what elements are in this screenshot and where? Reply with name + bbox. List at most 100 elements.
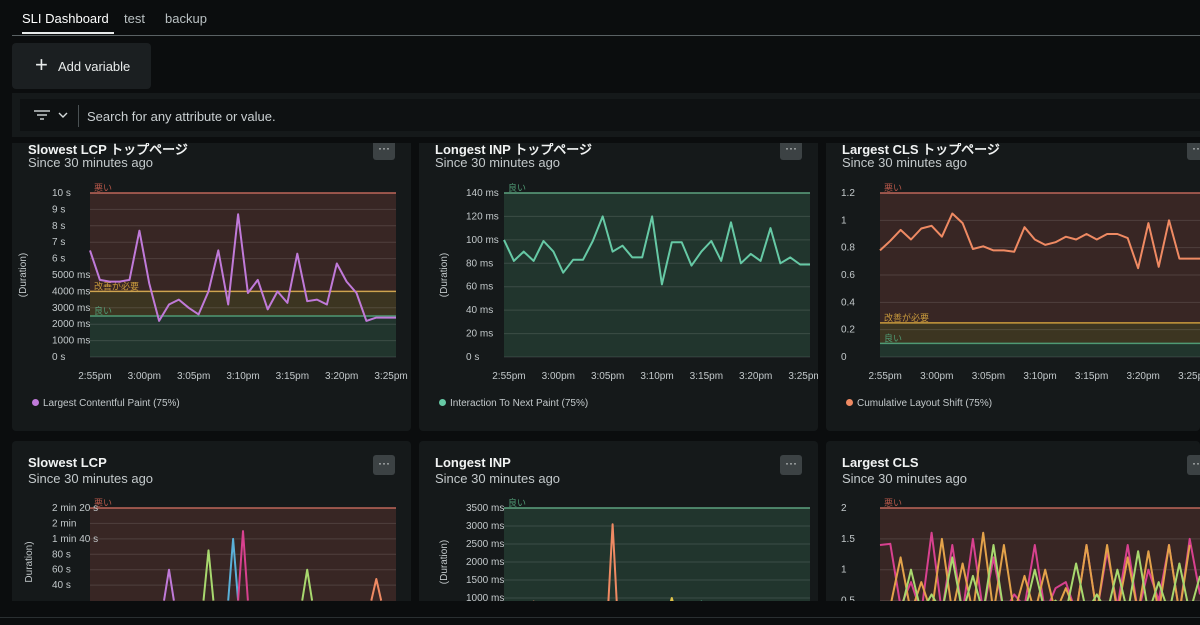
- tab-backup[interactable]: backup: [165, 11, 207, 26]
- y-tick-label: 5000 ms: [52, 270, 90, 281]
- y-axis-title: Duration): [24, 541, 35, 582]
- series-line: [503, 215, 810, 286]
- chevron-down-icon[interactable]: [56, 107, 70, 123]
- panel-title: Slowest LCP: [28, 455, 107, 470]
- chart-longest-inp-top: 良い 140 ms 120 ms 100 ms 80 ms 60 ms 40 ms 20 ms…: [439, 182, 818, 382]
- chart-legend: Interaction To Next Paint (75%): [439, 398, 588, 409]
- y-tick-label: 80 s: [52, 549, 71, 560]
- threshold-zone: [880, 322, 1200, 344]
- threshold-zone: [90, 291, 396, 316]
- threshold-zone: [504, 508, 810, 601]
- threshold-zone: [90, 508, 396, 601]
- x-tick-label: 3:15pm: [690, 371, 723, 382]
- panel-slowest-lcp: Slowest LCP Since 30 minutes ago ··· 悪い 2…: [12, 441, 411, 601]
- y-tick-label: 1000 ms: [466, 593, 504, 601]
- y-tick-label: 0 s: [52, 352, 65, 363]
- panel-subtitle: Since 30 minutes ago: [435, 471, 561, 486]
- y-tick-label: 10 s: [52, 188, 71, 199]
- y-tick-label: 1.5: [841, 534, 855, 545]
- chart-legend: Cumulative Layout Shift (75%): [846, 398, 992, 409]
- y-tick-label: 60 s: [52, 565, 71, 576]
- search-input[interactable]: [85, 103, 689, 129]
- x-tick-label: 3:25pm: [788, 371, 818, 382]
- y-tick-label: 0 s: [466, 352, 479, 363]
- threshold-label: 悪い: [884, 498, 902, 508]
- panel-title: Slowest LCP トップページ: [28, 143, 188, 157]
- y-axis-title: (Duration): [439, 253, 450, 297]
- y-tick-label: 40 ms: [466, 305, 493, 316]
- x-tick-label: 3:00pm: [920, 371, 953, 382]
- x-tick-label: 3:15pm: [1075, 371, 1108, 382]
- y-tick-label: 2 min: [52, 518, 76, 529]
- panel-menu-button[interactable]: ···: [1187, 455, 1200, 475]
- x-tick-label: 3:20pm: [739, 371, 772, 382]
- panel-subtitle: Since 30 minutes ago: [842, 155, 968, 170]
- panel-largest-cls-top: Largest CLS トップページ Since 30 minutes ago …: [826, 143, 1200, 431]
- y-tick-label: 0.2: [841, 325, 855, 336]
- panel-menu-button[interactable]: ···: [373, 455, 395, 475]
- x-tick-label: 3:10pm: [226, 371, 259, 382]
- panel-menu-button[interactable]: ···: [373, 143, 395, 160]
- legend-label: Interaction To Next Paint (75%): [450, 398, 589, 409]
- filter-separator: [78, 105, 79, 127]
- x-tick-label: 3:00pm: [542, 371, 575, 382]
- threshold-label: 良い: [508, 182, 526, 193]
- y-tick-label: 1.2: [841, 188, 855, 199]
- panel-menu-button[interactable]: ···: [1187, 143, 1200, 160]
- threshold-label: 改善が必要: [884, 312, 929, 323]
- y-tick-label: 0.5: [841, 596, 855, 601]
- panel-title: Longest INP: [435, 455, 511, 470]
- series-line: [879, 531, 1200, 601]
- y-tick-label: 2: [841, 503, 847, 514]
- legend-label: Largest Contentful Paint (75%): [43, 398, 180, 409]
- series-line: [607, 523, 618, 601]
- x-tick-label: 3:05pm: [591, 371, 624, 382]
- series-line: [370, 578, 383, 601]
- y-tick-label: 7 s: [52, 237, 65, 248]
- x-tick-label: 3:25pm: [1178, 371, 1200, 382]
- threshold-zone: [880, 193, 1200, 323]
- x-tick-label: 3:25pm: [374, 371, 407, 382]
- y-tick-label: 40 s: [52, 580, 71, 591]
- panel-title: Largest CLS トップページ: [842, 143, 1000, 157]
- series-line: [879, 212, 1200, 270]
- threshold-zone: [504, 193, 810, 357]
- y-tick-label: 20 ms: [466, 329, 493, 340]
- x-tick-label: 3:00pm: [128, 371, 161, 382]
- y-tick-label: 1: [841, 565, 847, 576]
- chart-longest-inp: 良い 3500 ms 3000 ms 2500 ms 2000 ms 1500 ms 100…: [439, 497, 810, 601]
- panel-menu-button[interactable]: ···: [780, 455, 802, 475]
- y-tick-label: 8 s: [52, 221, 65, 232]
- x-tick-label: 2:55pm: [868, 371, 901, 382]
- y-tick-label: 4000 ms: [52, 286, 90, 297]
- panel-largest-cls: Largest CLS Since 30 minutes ago ··· 悪い 2…: [826, 441, 1200, 601]
- filter-icon[interactable]: [32, 107, 52, 123]
- add-variable-button[interactable]: + Add variable: [12, 43, 151, 89]
- y-tick-label: 0.6: [841, 270, 855, 281]
- panel-subtitle: Since 30 minutes ago: [435, 155, 561, 170]
- threshold-label: 悪い: [94, 498, 112, 508]
- series-line: [902, 544, 1200, 601]
- y-axis-title: (Duration): [439, 540, 450, 584]
- dashboard-grid: Slowest LCP トップページ Since 30 minutes ago …: [12, 143, 1200, 601]
- y-tick-label: 2000 ms: [52, 319, 90, 330]
- panel-title: Largest CLS: [842, 455, 919, 470]
- legend-swatch: [846, 398, 853, 406]
- plus-icon: +: [35, 52, 48, 77]
- series-line: [669, 597, 674, 601]
- x-tick-label: 3:10pm: [1023, 371, 1056, 382]
- x-tick-label: 3:20pm: [1127, 371, 1160, 382]
- series-line: [163, 568, 175, 601]
- x-tick-label: 3:05pm: [972, 371, 1005, 382]
- y-tick-label: 120 ms: [466, 211, 499, 222]
- x-tick-label: 2:55pm: [78, 371, 111, 382]
- y-tick-label: 0.4: [841, 297, 855, 308]
- y-tick-label: 1 min 40 s: [52, 534, 98, 545]
- x-tick-label: 2:55pm: [492, 371, 525, 382]
- panel-menu-button[interactable]: ···: [780, 143, 802, 160]
- tab-sli-dashboard[interactable]: SLI Dashboard: [22, 11, 109, 26]
- y-tick-label: 1500 ms: [466, 575, 504, 586]
- tab-test[interactable]: test: [124, 11, 145, 26]
- y-tick-label: 60 ms: [466, 282, 493, 293]
